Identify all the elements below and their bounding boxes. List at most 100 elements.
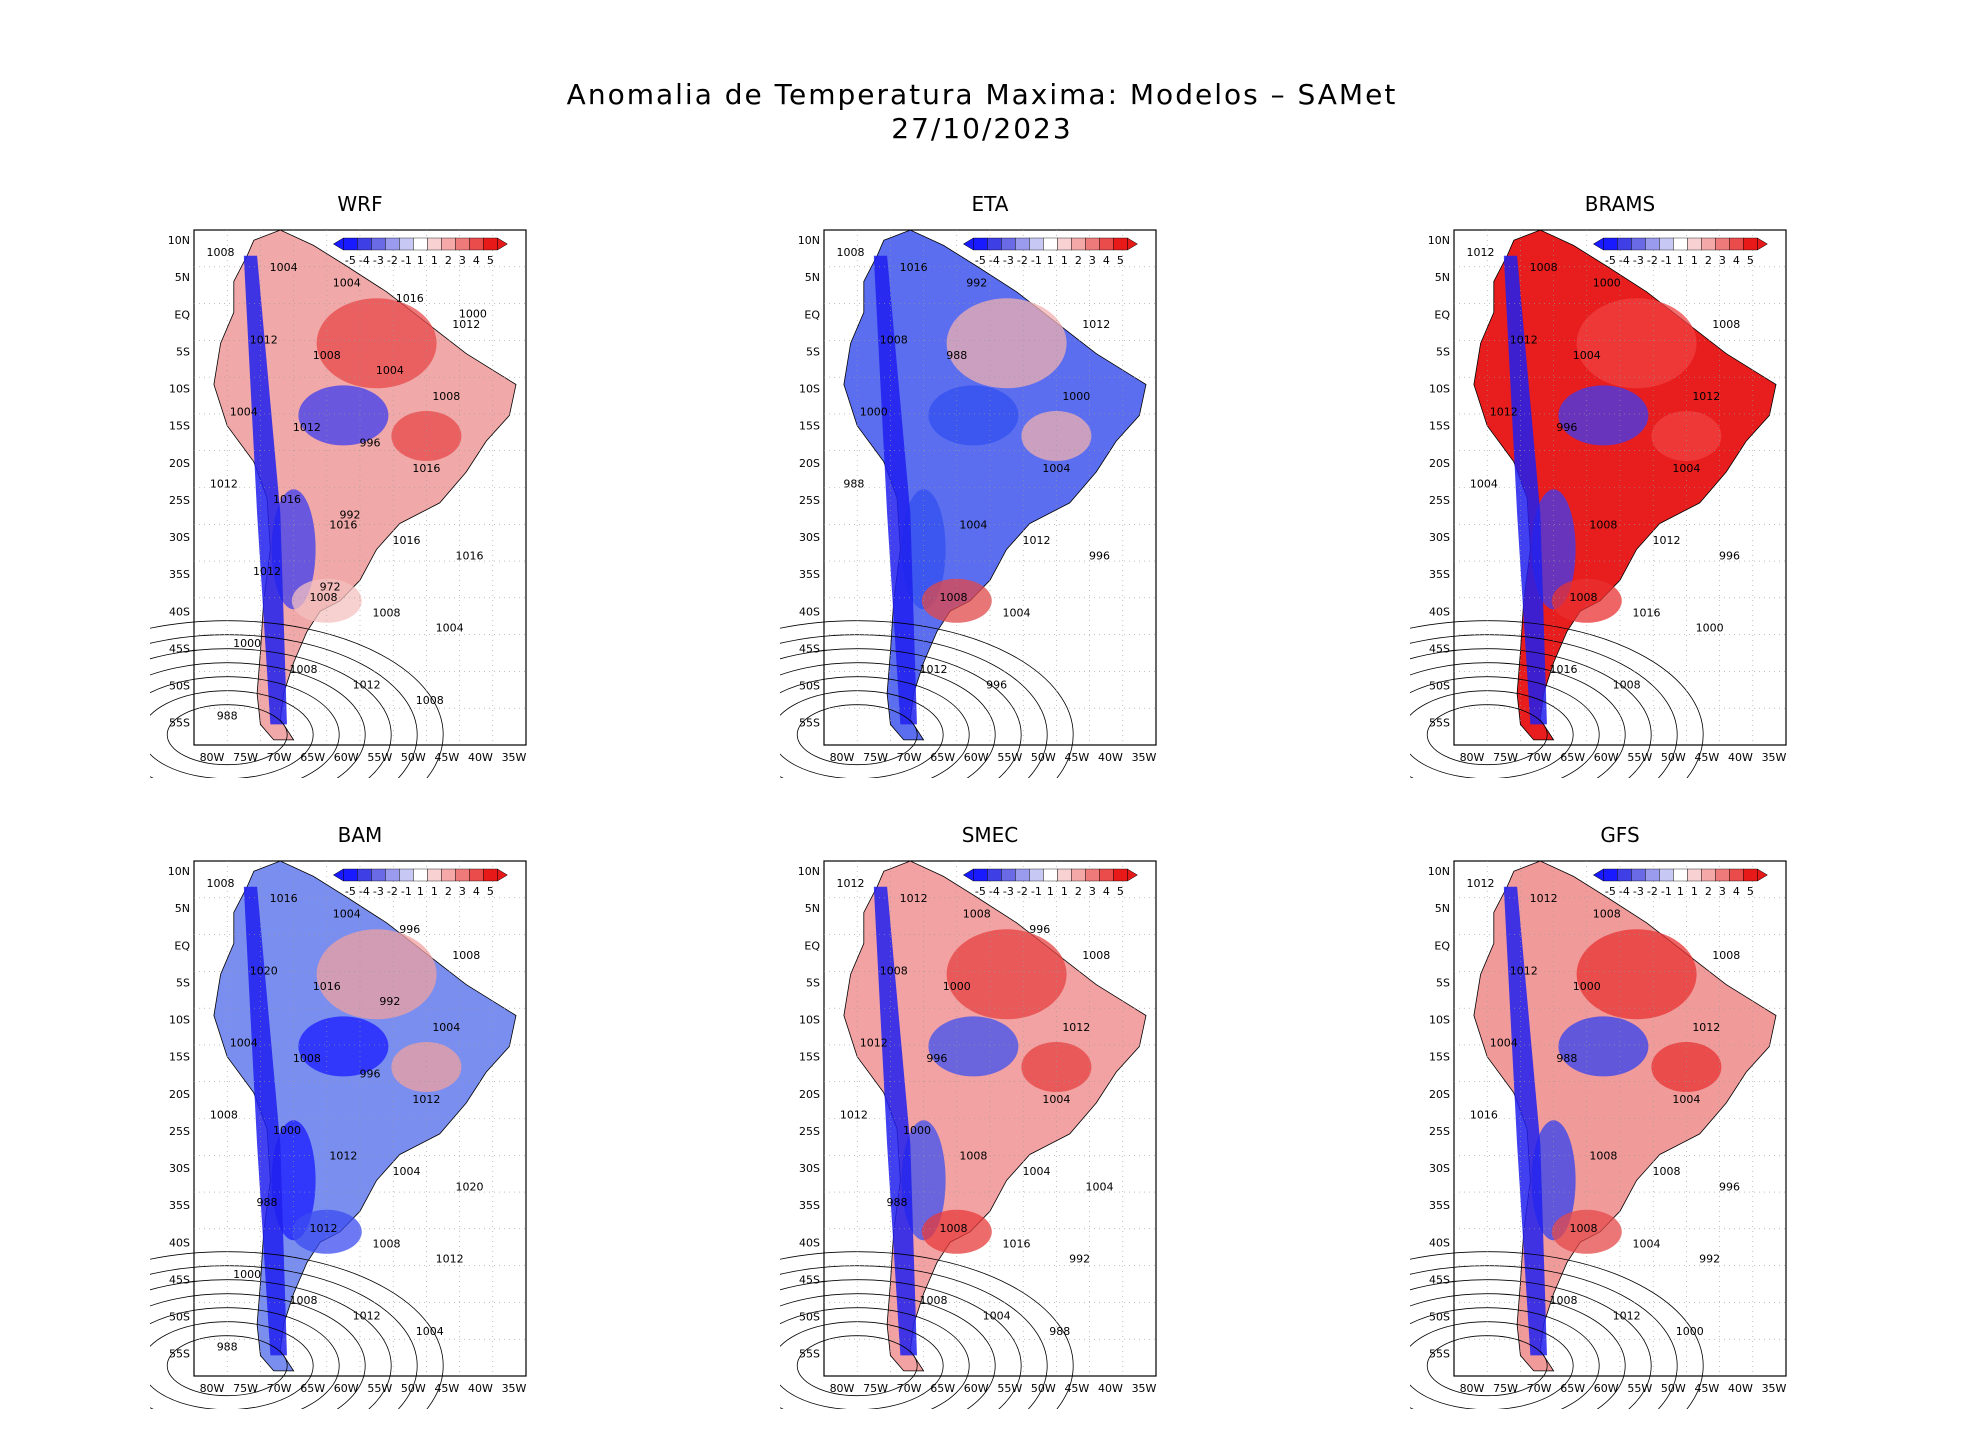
colorbar-swatch <box>1687 237 1702 251</box>
lon-label: 75W <box>863 751 888 764</box>
isobar-label: 988 <box>217 1340 238 1353</box>
colorbar-label: 5 <box>487 885 494 898</box>
lon-label: 70W <box>1527 751 1552 764</box>
anomaly-region <box>928 1016 1019 1077</box>
panel-title: WRF <box>337 192 383 216</box>
lat-label: 40S <box>169 605 190 618</box>
isobar-label: 1012 <box>1530 892 1558 905</box>
colorbar-label: -2 <box>387 254 398 267</box>
colorbar-label: -3 <box>1003 885 1014 898</box>
colorbar-swatch <box>1057 237 1072 251</box>
isobar-label: 1008 <box>963 908 991 921</box>
isobar-label: 1012 <box>1082 318 1110 331</box>
figure-title: Anomalia de Temperatura Maxima: Modelos … <box>566 78 1398 111</box>
colorbar-swatch <box>413 868 428 882</box>
colorbar-label: 5 <box>1117 885 1124 898</box>
isobar-label: 1016 <box>313 980 341 993</box>
isobar-label: 1008 <box>210 1109 238 1122</box>
lat-label: 40S <box>799 1236 820 1249</box>
colorbar-swatch <box>1701 868 1716 882</box>
colorbar-swatch <box>1043 868 1058 882</box>
lat-label: 50S <box>169 1311 190 1324</box>
colorbar-swatch <box>441 237 456 251</box>
isobar-label: 1008 <box>939 591 967 604</box>
colorbar-swatch <box>371 868 386 882</box>
lat-label: 10S <box>799 383 820 396</box>
lon-label: 50W <box>1661 751 1686 764</box>
anomaly-region <box>316 929 437 1020</box>
colorbar-label: 2 <box>1705 885 1712 898</box>
colorbar-label: -1 <box>1031 254 1042 267</box>
isobar-label: 988 <box>843 478 864 491</box>
lat-label: 50S <box>1429 680 1450 693</box>
lon-label: 65W <box>300 1382 325 1395</box>
isobar-label: 1016 <box>1003 1237 1031 1250</box>
isobar-label: 1012 <box>353 1309 381 1322</box>
colorbar-label: -3 <box>373 254 384 267</box>
colorbar-label: 4 <box>1733 254 1740 267</box>
lat-label: 35S <box>169 1199 190 1212</box>
continent-shape <box>843 229 1147 741</box>
isobar-label: 1000 <box>1062 390 1090 403</box>
isobar-label: 1004 <box>376 364 404 377</box>
isobar-label: 1016 <box>1550 663 1578 676</box>
colorbar-swatch <box>1617 237 1632 251</box>
isobar-label: 1012 <box>1022 534 1050 547</box>
colorbar-swatch <box>1687 868 1702 882</box>
lat-label: 25S <box>799 1125 820 1138</box>
anomaly-region <box>316 298 437 389</box>
isobar-label: 996 <box>1029 923 1050 936</box>
isobar-label: 992 <box>1069 1253 1090 1266</box>
lon-label: 45W <box>434 751 459 764</box>
lat-label: 10S <box>169 383 190 396</box>
isobar-label: 1012 <box>840 1109 868 1122</box>
isobar-label: 1008 <box>959 1150 987 1163</box>
lon-label: 60W <box>1594 751 1619 764</box>
isobar-label: 1008 <box>1550 1294 1578 1307</box>
isobar-label: 1008 <box>1712 949 1740 962</box>
lon-label: 55W <box>1627 1382 1652 1395</box>
colorbar-arrow-high <box>1757 237 1768 251</box>
isobar-label: 1000 <box>1573 980 1601 993</box>
lon-label: 35W <box>1132 1382 1157 1395</box>
lon-label: 45W <box>1694 1382 1719 1395</box>
lon-label: 55W <box>367 1382 392 1395</box>
isobar-label: 1016 <box>273 493 301 506</box>
lat-label: 10S <box>169 1014 190 1027</box>
colorbar-arrow-high <box>1127 237 1138 251</box>
continent-shape <box>1473 229 1777 741</box>
isobar-label: 1000 <box>273 1124 301 1137</box>
colorbar-label: 1 <box>1691 885 1698 898</box>
anomaly-region <box>1558 1016 1649 1077</box>
isobar-label: 1008 <box>313 349 341 362</box>
colorbar-label: 1 <box>417 885 424 898</box>
lat-label: 10N <box>798 865 820 878</box>
colorbar-label: -3 <box>1633 254 1644 267</box>
lon-label: 60W <box>964 751 989 764</box>
isobar-label: 1012 <box>250 333 278 346</box>
isobar-line <box>780 676 970 778</box>
isobar-label: 1012 <box>253 565 281 578</box>
map-panel-bam: BAM 10N 5N EQ 5S 10S 15S 20S 25S 30S 35S 40S 45S 50S… <box>150 823 570 1409</box>
lat-label: 5N <box>175 902 190 915</box>
colorbar-label: -3 <box>1003 254 1014 267</box>
isobar-line <box>150 648 392 778</box>
isobar-label: 1012 <box>1467 246 1495 259</box>
lat-label: 5S <box>176 345 190 358</box>
isobar-label: 988 <box>887 1196 908 1209</box>
isobar-line <box>1410 648 1652 778</box>
isobar-label: 992 <box>379 995 400 1008</box>
colorbar-label: -1 <box>1661 254 1672 267</box>
isobar-label: 1012 <box>920 663 948 676</box>
isobar-label: 1008 <box>1712 318 1740 331</box>
isobar-label: 996 <box>1089 550 1110 563</box>
isobar-line <box>796 1335 918 1397</box>
colorbar-swatch <box>357 237 372 251</box>
lat-label: 20S <box>799 457 820 470</box>
isobar-label: 1004 <box>416 1325 444 1338</box>
lat-label: EQ <box>1434 308 1450 321</box>
lon-label: 65W <box>1560 751 1585 764</box>
colorbar-arrow-high <box>497 237 508 251</box>
lon-label: 35W <box>1762 1382 1787 1395</box>
isobar-label: 1008 <box>373 1237 401 1250</box>
